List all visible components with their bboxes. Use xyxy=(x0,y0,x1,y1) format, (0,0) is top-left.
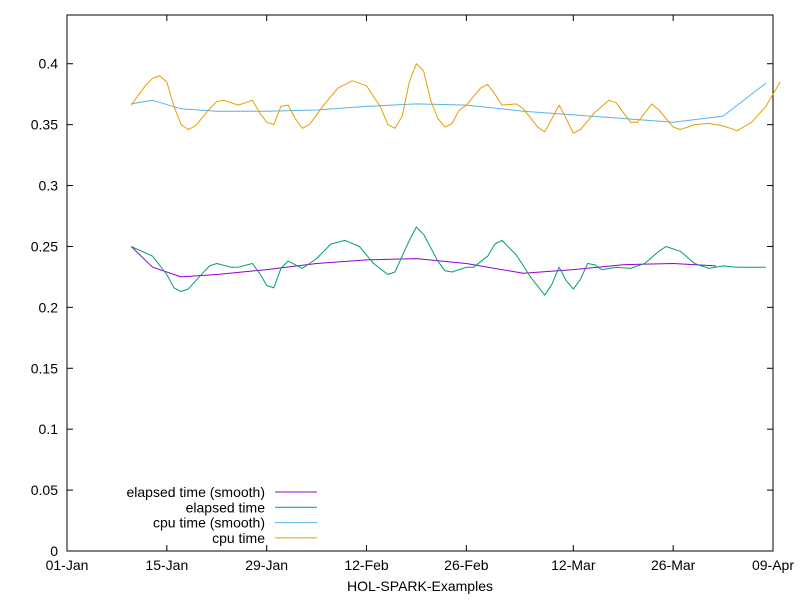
series-line-cpu-time-smooth xyxy=(131,82,767,123)
plot-frame xyxy=(66,14,774,552)
x-tick-label: 09-Apr xyxy=(752,557,794,573)
x-tick-label: 12-Feb xyxy=(344,557,389,573)
x-tick-label: 15-Jan xyxy=(145,557,188,573)
legend-label: elapsed time (smooth) xyxy=(126,484,265,500)
x-tick-label: 26-Feb xyxy=(444,557,489,573)
x-axis: 01-Jan 15-Jan 29-Jan 12-Feb 26-Feb 12-Mar 26-M… xyxy=(46,15,794,573)
legend-entry: cpu time xyxy=(212,530,317,546)
y-tick-label: 0.2 xyxy=(39,299,59,315)
y-tick-label: 0.05 xyxy=(31,482,58,498)
x-tick-label: 01-Jan xyxy=(46,557,89,573)
legend-entry: cpu time (smooth) xyxy=(153,515,317,531)
series-line-elapsed-time xyxy=(130,226,766,296)
legend-entry: elapsed time (smooth) xyxy=(126,484,317,500)
x-tick-label: 26-Mar xyxy=(651,557,696,573)
series-lines xyxy=(130,63,781,296)
y-tick-label: 0.25 xyxy=(31,238,58,254)
y-tick-label: 0.15 xyxy=(31,360,58,376)
legend-label: elapsed time xyxy=(186,499,266,515)
x-axis-title: HOL-SPARK-Examples xyxy=(347,578,493,594)
y-tick-label: 0 xyxy=(50,543,58,559)
y-axis: 0 0.05 0.1 0.15 0.2 0.25 0.3 0.35 0.4 xyxy=(31,56,773,559)
legend-label: cpu time (smooth) xyxy=(153,515,265,531)
series-line-elapsed-time-smooth xyxy=(130,246,716,278)
x-tick-label: 12-Mar xyxy=(551,557,596,573)
legend-entry: elapsed time xyxy=(186,499,317,515)
y-tick-label: 0.4 xyxy=(39,56,59,72)
y-tick-label: 0.1 xyxy=(39,421,59,437)
x-tick-label: 29-Jan xyxy=(245,557,288,573)
series-line-cpu-time xyxy=(130,63,781,134)
legend-label: cpu time xyxy=(212,530,265,546)
y-tick-label: 0.35 xyxy=(31,117,58,133)
y-tick-label: 0.3 xyxy=(39,178,59,194)
